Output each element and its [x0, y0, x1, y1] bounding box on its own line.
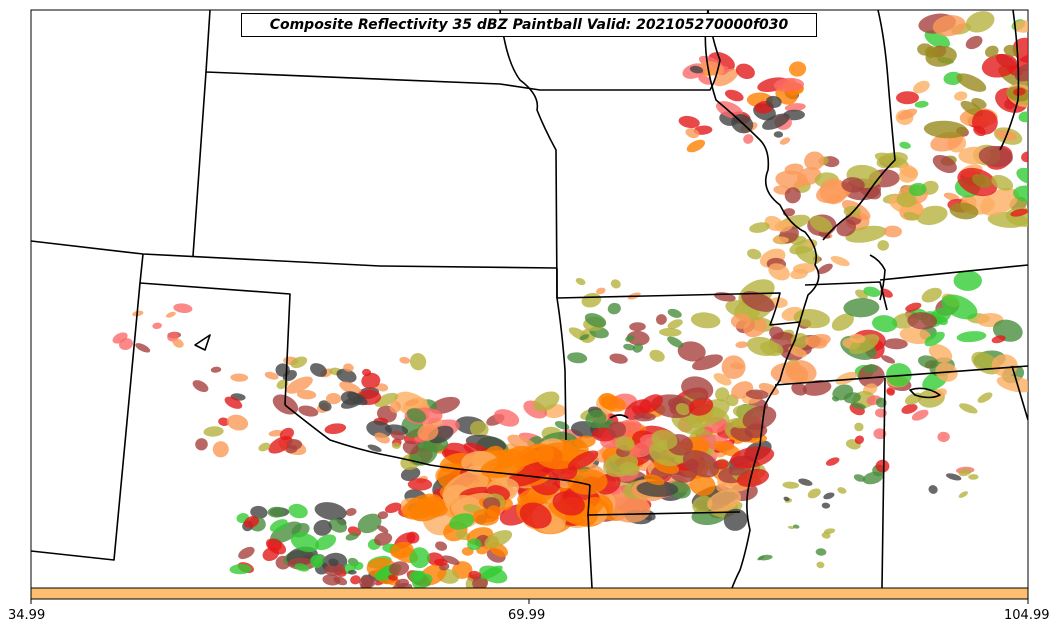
colorbar-tick-max: 104.99 — [1004, 608, 1050, 623]
state-boundaries — [31, 10, 1028, 588]
map-title: Composite Reflectivity 35 dBZ Paintball … — [241, 13, 817, 37]
colorbar — [30, 587, 1029, 600]
colorbar-tick-min: 34.99 — [8, 608, 46, 623]
colorbar-tick-mid: 69.99 — [508, 608, 546, 623]
